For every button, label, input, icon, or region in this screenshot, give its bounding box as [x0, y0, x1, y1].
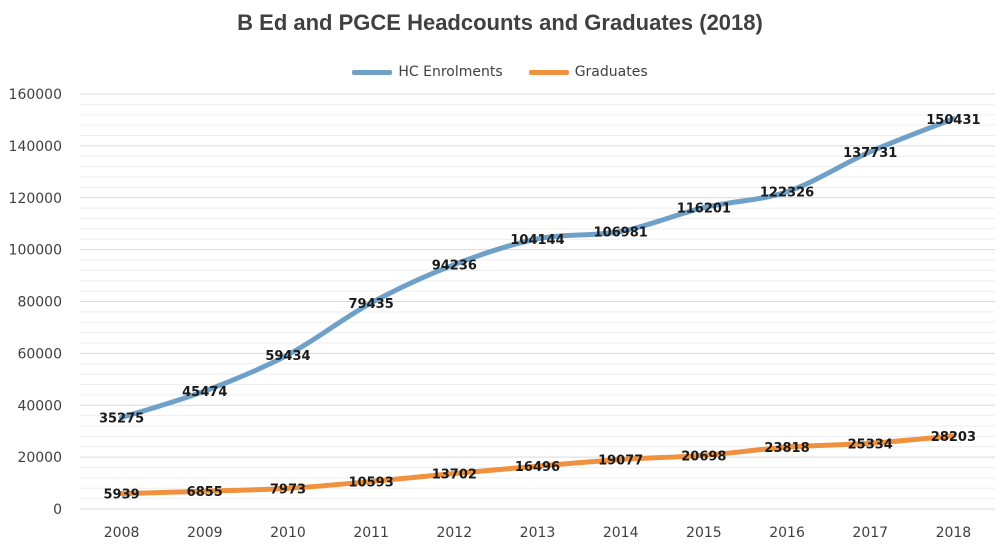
data-point-enrolments [950, 116, 956, 122]
y-tick-label: 60000 [17, 346, 62, 362]
x-tick-label: 2012 [436, 525, 472, 541]
data-point-enrolments [202, 388, 208, 394]
data-point-enrolments [285, 352, 291, 358]
data-label-graduates: 13702 [432, 467, 477, 482]
data-point-enrolments [784, 189, 790, 195]
data-point-enrolments [867, 149, 873, 155]
data-label-enrolments: 116201 [677, 202, 731, 217]
y-tick-label: 80000 [17, 295, 62, 311]
x-tick-label: 2013 [520, 525, 556, 541]
legend-item-enrolments: HC Enrolments [352, 64, 503, 80]
data-label-graduates: 25334 [848, 437, 893, 452]
data-point-enrolments [701, 205, 707, 211]
data-point-enrolments [535, 236, 540, 242]
data-label-enrolments: 45474 [182, 385, 227, 400]
data-label-enrolments: 35275 [99, 412, 144, 427]
data-label-enrolments: 122326 [760, 186, 814, 201]
data-label-enrolments: 104144 [510, 233, 564, 248]
y-tick-label: 160000 [9, 87, 62, 103]
x-tick-label: 2016 [769, 525, 805, 541]
legend-label-enrolments: HC Enrolments [398, 64, 503, 80]
data-point-graduates [202, 488, 208, 494]
data-label-graduates: 19077 [598, 454, 643, 469]
x-tick-label: 2008 [104, 525, 140, 541]
y-tick-label: 0 [53, 502, 62, 518]
x-tick-label: 2010 [270, 525, 306, 541]
data-point-graduates [119, 491, 125, 497]
data-label-graduates: 23818 [764, 441, 809, 456]
y-tick-label: 100000 [9, 243, 62, 259]
data-label-enrolments: 59434 [265, 349, 310, 364]
data-label-graduates: 20698 [681, 449, 726, 464]
data-label-graduates: 6855 [187, 485, 223, 500]
x-tick-label: 2015 [686, 525, 722, 541]
x-tick-label: 2011 [353, 525, 389, 541]
x-tick-label: 2014 [603, 525, 639, 541]
data-point-enrolments [119, 415, 125, 421]
data-point-enrolments [451, 262, 457, 268]
data-point-graduates [535, 463, 540, 469]
data-point-enrolments [368, 300, 374, 306]
y-tick-label: 120000 [9, 191, 62, 207]
legend-swatch-graduates [528, 69, 569, 75]
data-point-graduates [285, 485, 291, 491]
data-point-graduates [368, 479, 374, 485]
data-label-enrolments: 106981 [594, 226, 648, 241]
legend-swatch-enrolments [352, 69, 393, 75]
data-point-enrolments [618, 229, 624, 235]
data-label-graduates: 7973 [270, 482, 306, 497]
chart-title: B Ed and PGCE Headcounts and Graduates (… [237, 10, 763, 35]
x-tick-label: 2018 [936, 525, 972, 541]
data-point-graduates [618, 457, 624, 463]
data-point-graduates [950, 433, 956, 439]
data-point-graduates [451, 470, 457, 476]
data-label-graduates: 10593 [349, 476, 394, 491]
data-label-enrolments: 137731 [843, 146, 897, 161]
legend: HC Enrolments Graduates [0, 64, 1000, 80]
data-label-enrolments: 79435 [349, 297, 394, 312]
y-tick-label: 140000 [9, 139, 62, 155]
data-point-graduates [867, 440, 873, 446]
data-label-graduates: 28203 [931, 430, 976, 445]
legend-label-graduates: Graduates [574, 64, 648, 80]
x-tick-label: 2017 [852, 525, 888, 541]
data-label-graduates: 5939 [103, 488, 139, 503]
data-point-graduates [784, 444, 790, 450]
data-label-graduates: 16496 [515, 460, 560, 475]
data-label-enrolments: 150431 [926, 113, 980, 128]
y-tick-label: 40000 [17, 398, 62, 414]
legend-item-graduates: Graduates [528, 64, 648, 80]
series-line-enrolments [119, 116, 956, 421]
x-tick-label: 2009 [187, 525, 223, 541]
y-tick-label: 20000 [17, 450, 62, 466]
data-label-enrolments: 94236 [432, 259, 477, 274]
data-point-graduates [701, 452, 707, 458]
